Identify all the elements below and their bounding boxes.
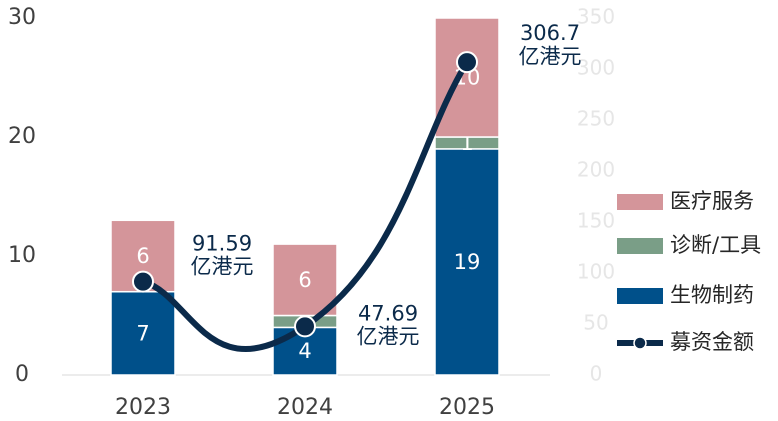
- legend-swatch: [617, 238, 663, 254]
- y2-tick-label: 300: [577, 56, 615, 80]
- x-tick-label: 2023: [115, 395, 171, 420]
- line-marker: [132, 270, 154, 293]
- segment-label: 4: [298, 339, 311, 363]
- line-label: 91.59 亿港元: [191, 232, 254, 279]
- x-tick-label: 2024: [277, 395, 333, 420]
- y2-tick-label: 150: [577, 209, 615, 233]
- y2-tick-label: 0: [590, 362, 603, 386]
- y2-tick-label: 100: [577, 260, 615, 284]
- line-label: 306.7 亿港元: [519, 21, 582, 68]
- legend-label: 生物制药: [670, 283, 754, 307]
- y2-tick-label: 250: [577, 107, 615, 131]
- y-tick-label: 30: [8, 5, 36, 30]
- legend-label: 医疗服务: [670, 189, 754, 213]
- line-marker: [456, 51, 478, 74]
- bar-segment: [110, 290, 176, 376]
- line-marker: [294, 315, 316, 338]
- line-label: 47.69 亿港元: [357, 301, 420, 348]
- bar-segment: [434, 148, 500, 376]
- legend-label: 募资金额: [670, 330, 754, 354]
- y2-tick-label: 200: [577, 158, 615, 182]
- segment-label: 6: [136, 244, 149, 268]
- legend-marker: [633, 336, 647, 350]
- y2-tick-label: 50: [583, 311, 608, 335]
- y-tick-label: 10: [8, 243, 36, 268]
- y-tick-label: 0: [15, 362, 29, 387]
- legend-swatch: [617, 194, 663, 210]
- legend-label: 诊断/工具: [670, 233, 761, 257]
- bar-segment: [434, 17, 500, 138]
- segment-label: 6: [298, 268, 311, 292]
- x-tick-label: 2025: [439, 395, 495, 420]
- segment-label: 19: [454, 250, 481, 274]
- y-tick-label: 20: [8, 124, 36, 149]
- y2-tick-label: 350: [577, 5, 615, 29]
- segment-label: 7: [136, 321, 149, 345]
- legend-swatch: [617, 288, 663, 304]
